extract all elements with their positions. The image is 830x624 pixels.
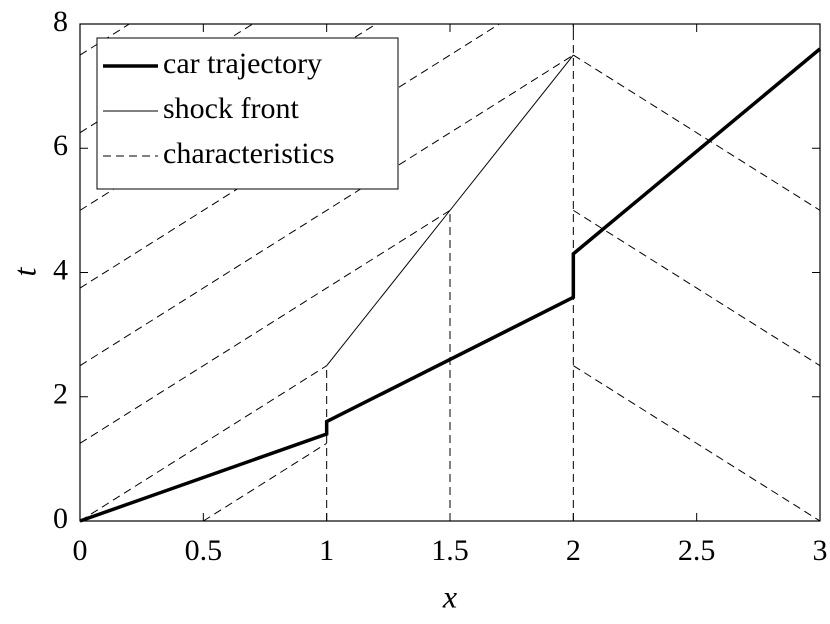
y-tick-label: 6 [53,129,68,162]
x-tick-label: 3 [813,534,828,567]
x-tick-label: 2.5 [678,534,716,567]
y-axis-label: t [6,266,42,276]
x-tick-label: 0.5 [185,534,223,567]
legend-label: shock front [163,92,299,125]
y-tick-label: 4 [53,253,68,286]
series-line [79,47,822,523]
y-tick-label: 0 [53,502,68,535]
plot-frame [79,23,821,522]
x-tick-label: 2 [566,534,581,567]
y-tick-label: 2 [53,378,68,411]
x-tick-label: 1 [319,534,334,567]
x-tick-label: 1.5 [431,534,469,567]
legend-label: car trajectory [163,47,322,80]
legend-label: characteristics [163,137,335,170]
series-line [326,54,574,366]
x-tick-label: 0 [73,534,88,567]
x-axis-label: x [442,578,457,614]
y-tick-label: 8 [53,5,68,38]
legend-box [96,37,399,190]
